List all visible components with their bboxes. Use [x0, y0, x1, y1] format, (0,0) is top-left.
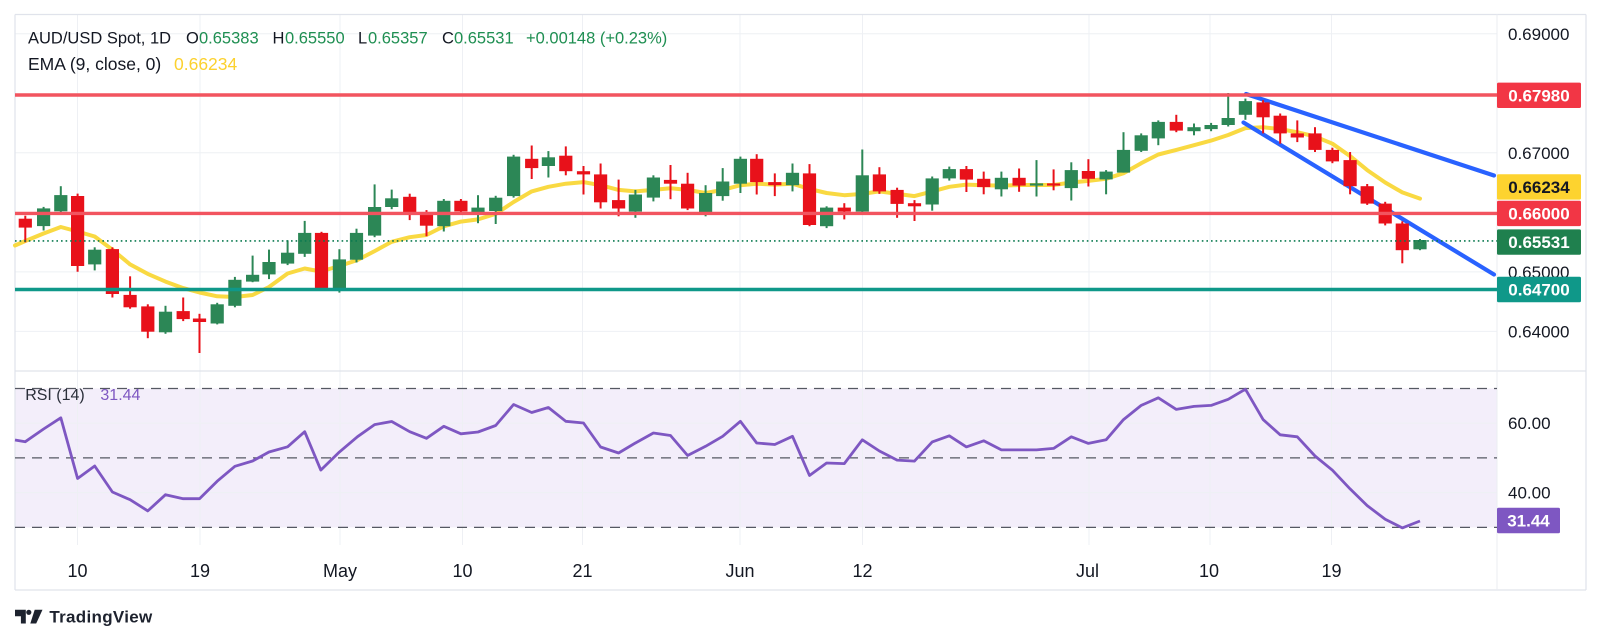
- svg-text:31.44: 31.44: [1507, 512, 1550, 531]
- svg-text:19: 19: [190, 561, 210, 581]
- svg-text:C: C: [442, 30, 454, 48]
- svg-text:10: 10: [1199, 561, 1219, 581]
- svg-text:0.67980: 0.67980: [1508, 86, 1569, 105]
- svg-text:Jun: Jun: [725, 561, 754, 581]
- svg-text:31.44: 31.44: [100, 387, 140, 404]
- svg-text:H: H: [273, 30, 285, 48]
- svg-text:May: May: [323, 561, 357, 581]
- svg-text:60.00: 60.00: [1508, 414, 1551, 433]
- svg-text:12: 12: [852, 561, 872, 581]
- svg-text:0.65383: 0.65383: [199, 30, 259, 48]
- svg-text:40.00: 40.00: [1508, 484, 1551, 503]
- svg-text:10: 10: [452, 561, 472, 581]
- svg-text:RSI (14): RSI (14): [25, 387, 85, 404]
- svg-text:L: L: [358, 30, 367, 48]
- svg-text:0.66234: 0.66234: [1508, 178, 1570, 197]
- svg-text:EMA (9, close, 0): EMA (9, close, 0): [28, 54, 161, 74]
- svg-text:0.64700: 0.64700: [1508, 281, 1569, 300]
- svg-text:0.65550: 0.65550: [285, 30, 345, 48]
- svg-text:0.69000: 0.69000: [1508, 25, 1569, 44]
- svg-text:0.66234: 0.66234: [174, 54, 238, 74]
- svg-text:O: O: [186, 30, 199, 48]
- svg-text:21: 21: [572, 561, 592, 581]
- svg-text:AUD/USD Spot, 1D: AUD/USD Spot, 1D: [28, 30, 171, 48]
- svg-text:10: 10: [67, 561, 87, 581]
- svg-text:Jul: Jul: [1076, 561, 1099, 581]
- svg-text:TradingView: TradingView: [49, 608, 153, 627]
- svg-text:0.67000: 0.67000: [1508, 144, 1569, 163]
- svg-text:0.66000: 0.66000: [1508, 204, 1569, 223]
- svg-text:+0.00148 (+0.23%): +0.00148 (+0.23%): [526, 30, 667, 48]
- svg-text:19: 19: [1321, 561, 1341, 581]
- svg-text:0.64000: 0.64000: [1508, 322, 1569, 341]
- svg-text:0.65531: 0.65531: [454, 30, 514, 48]
- svg-text:0.65531: 0.65531: [1508, 233, 1569, 252]
- svg-text:0.65357: 0.65357: [368, 30, 428, 48]
